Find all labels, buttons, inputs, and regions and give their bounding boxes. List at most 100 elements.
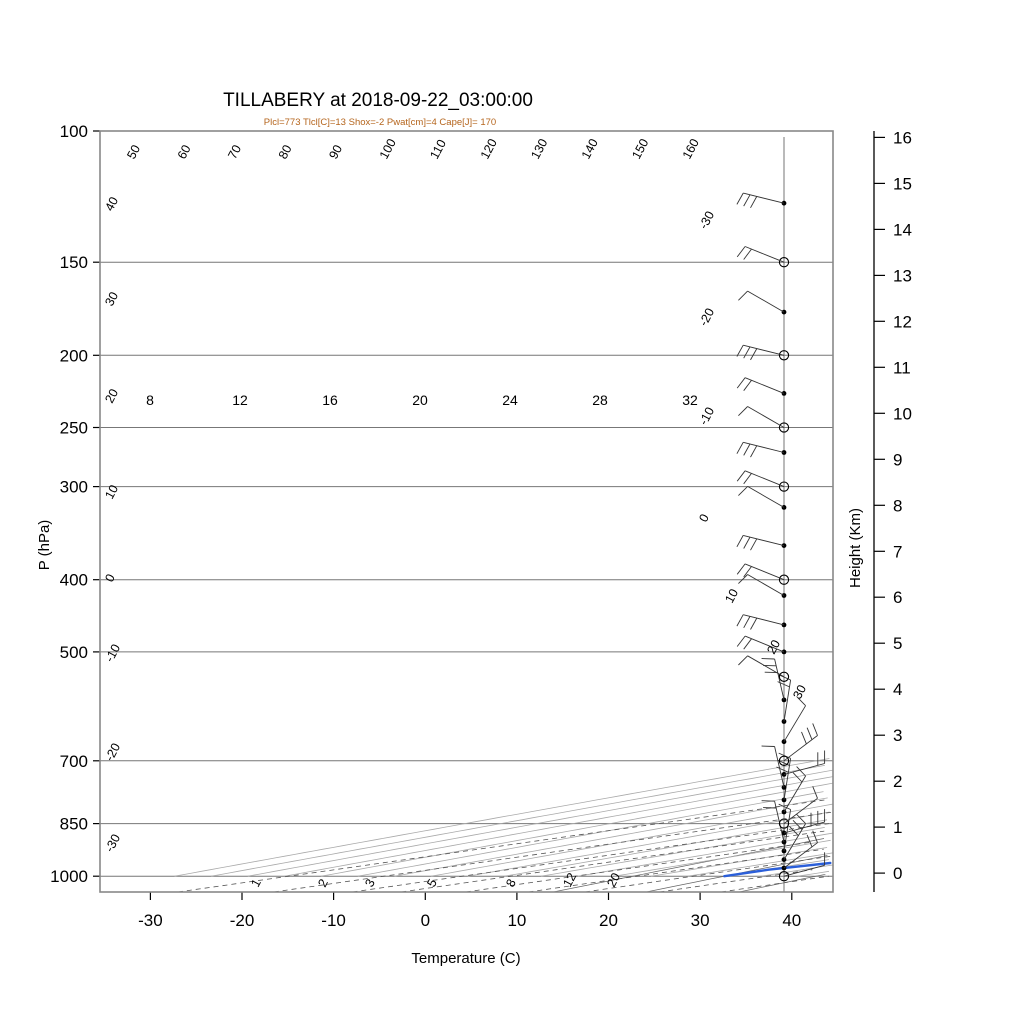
height-tick-label: 9: [893, 450, 902, 469]
mixing-ratio-line: [584, 855, 832, 892]
temperature-tick-label: -20: [230, 911, 255, 930]
wind-barb-feather: [761, 745, 775, 747]
temperature-tick-label: -30: [138, 911, 163, 930]
wind-barb-feather: [736, 344, 744, 357]
moist-adiabat-line: [357, 791, 824, 877]
moist-adiabat-line: [467, 811, 830, 877]
wind-barb-staff: [783, 864, 825, 877]
wind-barb-staff: [783, 679, 792, 722]
mixing-ratio-line: [401, 830, 825, 892]
wind-barb-feather: [743, 248, 752, 260]
wind-barb-feather: [743, 346, 751, 359]
wind-barb-feather: [736, 535, 744, 548]
moist-adiabat-line: [247, 769, 833, 877]
wind-barb-feather: [738, 486, 748, 496]
pressure-tick-label: 300: [60, 478, 88, 497]
wind-barb-staff: [744, 635, 785, 653]
moist-adiabat-line: [687, 852, 833, 877]
wind-barb-feather: [761, 658, 775, 660]
wind-barb-staff: [747, 574, 785, 596]
dry-adiabat-label: 60: [175, 143, 194, 162]
wind-barb-feather: [750, 196, 758, 209]
wind-barb-feather: [743, 616, 751, 629]
moist-adiabat-line: [760, 864, 833, 877]
pressure-tick-label: 200: [60, 346, 88, 365]
pressure-tick-label: 400: [60, 571, 88, 590]
wind-barb-feather: [812, 723, 818, 736]
wind-barb-column: [736, 137, 826, 892]
wind-barb-feather: [743, 638, 752, 650]
dry-adiabat-label: 50: [124, 143, 143, 162]
wind-barb-feather: [743, 194, 751, 207]
wind-barb-feather: [778, 674, 791, 681]
wind-barb-feather: [743, 536, 751, 549]
sounding-curves: [723, 861, 832, 878]
height-tick-label: 8: [893, 496, 902, 515]
wind-barb-feather: [736, 470, 746, 482]
moist-adiabat-label: 20: [412, 392, 428, 408]
wind-barb-feather: [806, 834, 813, 848]
temperature-tick-label: 30: [691, 911, 710, 930]
wind-barb-staff: [743, 344, 785, 356]
pressure-tick-label: 100: [60, 122, 88, 141]
wind-barb-staff: [774, 658, 785, 701]
height-tick-label: 14: [893, 220, 912, 239]
wind-barb-feather: [761, 800, 775, 802]
moist-adiabat-line: [321, 782, 833, 877]
wind-barb-staff: [783, 763, 825, 775]
wind-barb-staff: [744, 563, 785, 581]
pressure-tick-label: 500: [60, 643, 88, 662]
wind-level-circle: [778, 818, 790, 829]
wind-barb-feather: [736, 192, 744, 205]
dry-adiabat-line: [739, 873, 826, 892]
isotherm-label-left: 20: [102, 387, 121, 406]
wind-barb-feather: [778, 803, 791, 810]
isotherm-label-left: 40: [102, 195, 121, 214]
wind-barb-feather: [738, 574, 748, 584]
wind-barb-staff: [783, 705, 806, 742]
wind-barb-feather: [792, 819, 803, 830]
wind-barb-feather: [801, 731, 807, 745]
wind-barb-feather: [789, 825, 799, 836]
moist-adiabat-line: [174, 758, 830, 877]
height-tick-label: 11: [893, 358, 911, 377]
wind-barb-staff: [744, 246, 785, 263]
temperature-tick-label: 40: [782, 911, 801, 930]
isotherm-label-left: 30: [102, 290, 121, 309]
wind-barb-staff: [747, 486, 785, 508]
wind-barb-feather: [750, 445, 758, 458]
wind-barb-feather: [743, 473, 752, 485]
moist-adiabat-line: [540, 827, 825, 877]
moist-adiabat-label: 8: [146, 392, 154, 408]
wind-barb-feather: [738, 655, 748, 666]
wind-barb-staff: [747, 655, 785, 678]
wind-barb-feather: [750, 538, 758, 551]
wind-barb-feather: [792, 772, 803, 783]
wind-level-dot: [781, 200, 787, 206]
height-tick-label: 4: [893, 680, 902, 699]
plot-frame: [99, 130, 834, 893]
moist-adiabat-line: [394, 797, 828, 877]
wind-level-circle: [778, 350, 790, 361]
y-axis-label-right: Height (Km): [847, 508, 864, 588]
height-tick-label: 0: [893, 864, 902, 883]
temperature-tick-label: 0: [421, 911, 430, 930]
moist-adiabat-label: 24: [502, 392, 518, 408]
wind-barb-feather: [736, 442, 744, 454]
wind-barb-feather: [736, 563, 746, 575]
temperature-tick-label: 20: [599, 911, 618, 930]
wind-barb-feather: [812, 830, 818, 843]
wind-barb-feather: [806, 727, 813, 740]
pressure-tick-label: 850: [60, 815, 88, 834]
moist-adiabat-label: 32: [682, 392, 698, 408]
wind-level-circle: [778, 871, 790, 882]
wind-barb-staff: [774, 746, 785, 788]
isotherm-label-left: 10: [102, 483, 121, 502]
wind-barb-feather: [738, 406, 748, 417]
mixing-ratio-label: 20: [604, 871, 623, 890]
moist-adiabat-label: 16: [322, 392, 338, 408]
wind-barb-staff: [783, 797, 818, 824]
isotherm-label-right: 20: [764, 638, 783, 657]
moist-adiabat-line: [797, 870, 830, 877]
